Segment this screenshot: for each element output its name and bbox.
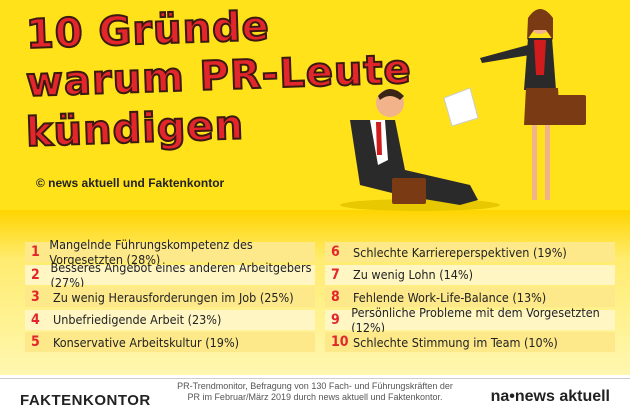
reason-row: 2 Besseres Angebot eines anderen Arbeitge… <box>25 260 315 290</box>
reason-text: Zu wenig Lohn (14%) <box>353 267 474 282</box>
reason-text: Unbefriedigende Arbeit (23%) <box>53 312 222 327</box>
reason-text: Konservative Arbeitskultur (19%) <box>53 334 240 350</box>
reason-number: 3 <box>31 289 40 305</box>
reason-text: Persönliche Probleme mit dem Vorgesetzte… <box>351 304 600 335</box>
reason-number: 8 <box>331 289 340 305</box>
reason-text: Besseres Angebot eines anderen Arbeitgeb… <box>50 259 312 290</box>
reason-number: 6 <box>331 244 340 260</box>
illustration <box>340 9 586 211</box>
reason-row: 5 Konservative Arbeitskultur (19%) <box>25 332 315 352</box>
reason-number: 9 <box>331 311 340 328</box>
reason-row: 7 Zu wenig Lohn (14%) <box>325 264 615 285</box>
reason-row: 4 Unbefriedigende Arbeit (23%) <box>25 309 315 330</box>
reason-number: 5 <box>31 334 40 350</box>
news-aktuell-logo: na•news aktuell <box>490 388 610 405</box>
reason-row: 1 Mangelnde Führungskompetenz des Vorgese… <box>25 237 315 267</box>
header-bg <box>0 0 630 210</box>
footer: FAKTENKONTOR PR-Trendmonitor, Befragung … <box>0 378 630 413</box>
reason-text: Fehlende Work-Life-Balance (13%) <box>353 289 547 305</box>
reason-number: 2 <box>31 266 40 283</box>
reason-number: 1 <box>31 244 40 260</box>
reason-number: 4 <box>31 311 40 328</box>
reason-row: 8 Fehlende Work-Life-Balance (13%) <box>325 287 615 307</box>
reason-text: Zu wenig Herausforderungen im Job (25%) <box>53 289 294 305</box>
reason-number: 7 <box>331 266 340 283</box>
reason-row: 6 Schlechte Karriereperspektiven (19%) <box>325 242 615 262</box>
reason-text: Schlechte Karriereperspektiven (19%) <box>353 244 567 260</box>
reason-text: Schlechte Stimmung im Team (10%) <box>353 334 558 350</box>
faktenkontor-logo: FAKTENKONTOR <box>20 392 151 409</box>
reason-row: 9 Persönliche Probleme mit dem Vorgesetzt… <box>325 305 615 335</box>
reason-text: Mangelnde Führungskompetenz des Vorgeset… <box>49 237 253 267</box>
reason-row: 3 Zu wenig Herausforderungen im Job (25%) <box>25 287 315 307</box>
reason-row: 10 Schlechte Stimmung im Team (10%) <box>325 332 615 352</box>
credit: © news aktuell und Faktenkontor <box>36 176 225 190</box>
reason-number: 10 <box>331 334 349 350</box>
source-note: PR-Trendmonitor, Befragung von 130 Fach-… <box>177 381 453 402</box>
